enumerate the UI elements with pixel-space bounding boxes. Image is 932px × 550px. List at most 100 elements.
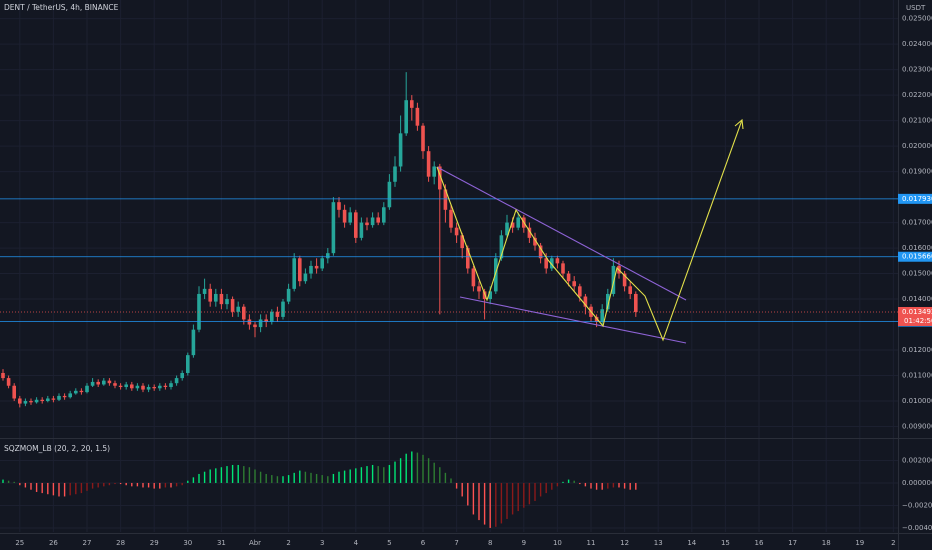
candle-body — [421, 125, 425, 152]
x-tick-label: 5 — [387, 539, 391, 547]
histogram-bar — [215, 468, 217, 483]
candle-body — [320, 258, 324, 269]
y-tick-label: −0.0040000 — [902, 524, 932, 532]
candle-body — [331, 202, 336, 254]
x-tick-label: 25 — [15, 539, 24, 547]
histogram-bar — [371, 464, 374, 483]
histogram-bar — [265, 473, 267, 483]
x-tick-label: 13 — [654, 539, 663, 547]
y-tick-label: −0.0020000 — [902, 501, 932, 509]
histogram-bar — [231, 464, 234, 483]
candle-body — [600, 309, 604, 322]
histogram-bar — [136, 482, 139, 487]
price-line-label-bg — [898, 193, 932, 204]
candle-body — [454, 227, 459, 236]
currency-label: USDT — [906, 4, 926, 12]
candle-body — [516, 217, 520, 228]
candle-body — [415, 107, 420, 126]
histogram-bar — [125, 482, 127, 486]
x-tick-label: 29 — [150, 539, 159, 547]
candle-body — [527, 227, 532, 238]
candle-body — [130, 384, 134, 389]
candle-body — [113, 383, 117, 386]
candle-body — [460, 235, 464, 249]
candle-body — [29, 401, 33, 403]
histogram-bar — [579, 482, 581, 485]
price-line-label: 0.0156601 — [902, 253, 932, 261]
histogram-bar — [399, 458, 402, 483]
histogram-bar — [91, 482, 94, 489]
histogram-bar — [455, 482, 458, 489]
trendline — [436, 166, 687, 301]
histogram-bar — [69, 482, 71, 496]
candle-body — [477, 286, 481, 292]
y-tick-label: 0.0220000 — [902, 91, 932, 99]
histogram-bar — [422, 454, 424, 483]
candle-body — [449, 209, 453, 228]
x-tick-label: 15 — [721, 539, 730, 547]
candle-body — [432, 166, 436, 177]
candle-body — [488, 291, 492, 300]
y-tick-label: 0.0170000 — [902, 219, 932, 227]
histogram-bar — [181, 482, 183, 486]
candle-body — [107, 380, 112, 384]
candle-body — [410, 100, 414, 108]
histogram-bar — [192, 477, 195, 483]
histogram-bar — [30, 482, 32, 490]
y-tick-label: 0.0210000 — [902, 117, 932, 125]
x-tick-label: 30 — [183, 539, 192, 547]
histogram-bar — [198, 473, 200, 483]
candle-body — [6, 378, 11, 386]
candle-body — [135, 385, 140, 389]
histogram-bar — [35, 482, 38, 492]
candle-body — [510, 222, 515, 228]
x-tick-label: 12 — [620, 539, 629, 547]
candle-body — [74, 390, 78, 394]
candle-body — [51, 398, 56, 400]
histogram-bar — [153, 482, 155, 489]
candle-body — [79, 390, 84, 393]
histogram-bar — [584, 482, 587, 487]
candle-body — [12, 385, 16, 399]
histogram-bar — [114, 482, 116, 485]
axes: 25 26 27 28 29 30 31 Abr 2 3 4 5 6 7 8 9 10 11 12 13 14 15 16 1… — [15, 15, 932, 547]
candle-body — [281, 301, 285, 317]
x-tick-label: 7 — [454, 539, 458, 547]
histogram-bar — [411, 451, 413, 483]
candle-body — [236, 306, 240, 312]
candle-body — [533, 237, 537, 246]
price-line-label: 0.0179303 — [902, 195, 932, 203]
histogram-bar — [259, 471, 262, 483]
candle-body — [158, 385, 162, 389]
histogram-bar — [545, 482, 547, 494]
candle-body — [555, 258, 560, 264]
candle-body — [225, 299, 229, 305]
candle-body — [253, 324, 257, 328]
histogram-bar — [539, 482, 542, 497]
histogram-bar — [573, 480, 575, 483]
histogram-bar — [416, 452, 419, 483]
candle-body — [309, 265, 313, 274]
marks — [0, 72, 898, 528]
histogram-bar — [142, 482, 144, 488]
candle-body — [438, 166, 442, 190]
histogram-bar — [377, 466, 379, 483]
x-tick-label: 2 — [286, 539, 290, 547]
candle-body — [68, 393, 72, 398]
candle-body — [393, 166, 397, 182]
histogram-bar — [427, 458, 430, 483]
histogram-bar — [147, 482, 150, 488]
candle-body — [538, 245, 543, 259]
candle-body — [191, 329, 196, 356]
x-tick-label: 14 — [687, 539, 696, 547]
last-price-label-bg — [898, 306, 932, 326]
candle-body — [174, 378, 179, 384]
candle-body — [578, 286, 582, 297]
candle-body — [40, 399, 44, 402]
candle-body — [1, 372, 5, 379]
y-tick-label: 0.0110000 — [902, 372, 932, 380]
candle-body — [382, 207, 386, 223]
candle-body — [443, 189, 448, 210]
